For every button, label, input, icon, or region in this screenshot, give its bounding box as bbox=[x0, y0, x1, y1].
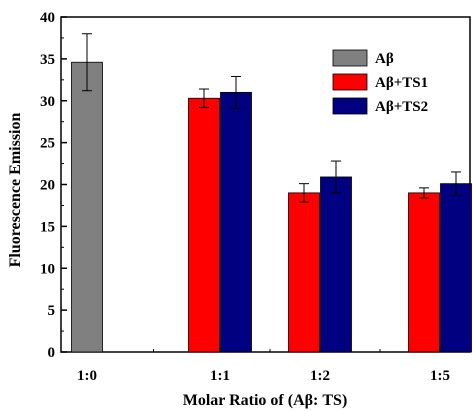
legend-label: Aβ bbox=[375, 51, 394, 67]
y-tick-label: 30 bbox=[40, 94, 55, 110]
x-tick-label: 1:2 bbox=[310, 368, 330, 384]
y-tick-label: 15 bbox=[40, 219, 55, 235]
y-tick-label: 0 bbox=[48, 345, 56, 361]
bar bbox=[72, 62, 103, 352]
legend-swatch bbox=[333, 50, 367, 66]
bar bbox=[409, 193, 440, 352]
legend-label: Aβ+TS1 bbox=[375, 75, 428, 91]
x-tick-label: 1:5 bbox=[430, 368, 450, 384]
y-tick-label: 10 bbox=[40, 261, 55, 277]
x-axis-title: Molar Ratio of (Aβ: TS) bbox=[183, 392, 348, 409]
x-tick-label: 1:1 bbox=[210, 368, 230, 384]
y-tick-label: 20 bbox=[40, 178, 55, 194]
x-tick-label: 1:0 bbox=[77, 368, 97, 384]
y-axis-title: Fluorescence Emission bbox=[7, 113, 24, 268]
bar bbox=[289, 193, 320, 352]
bar bbox=[441, 184, 472, 352]
y-tick-label: 25 bbox=[40, 136, 55, 152]
bar bbox=[221, 92, 252, 352]
legend-swatch bbox=[333, 98, 367, 114]
bar bbox=[189, 98, 220, 352]
bar bbox=[321, 177, 352, 352]
y-tick-label: 5 bbox=[48, 303, 56, 319]
plot-area: 0 5 10 15 20 25 30 35 40 1:0 1:1 1:2 1:5 Aβ Aβ+TS1 Aβ+T… bbox=[40, 10, 472, 384]
legend-swatch bbox=[333, 74, 367, 90]
y-tick-label: 40 bbox=[40, 10, 55, 26]
y-tick-label: 35 bbox=[40, 52, 55, 68]
legend-label: Aβ+TS2 bbox=[375, 99, 428, 115]
